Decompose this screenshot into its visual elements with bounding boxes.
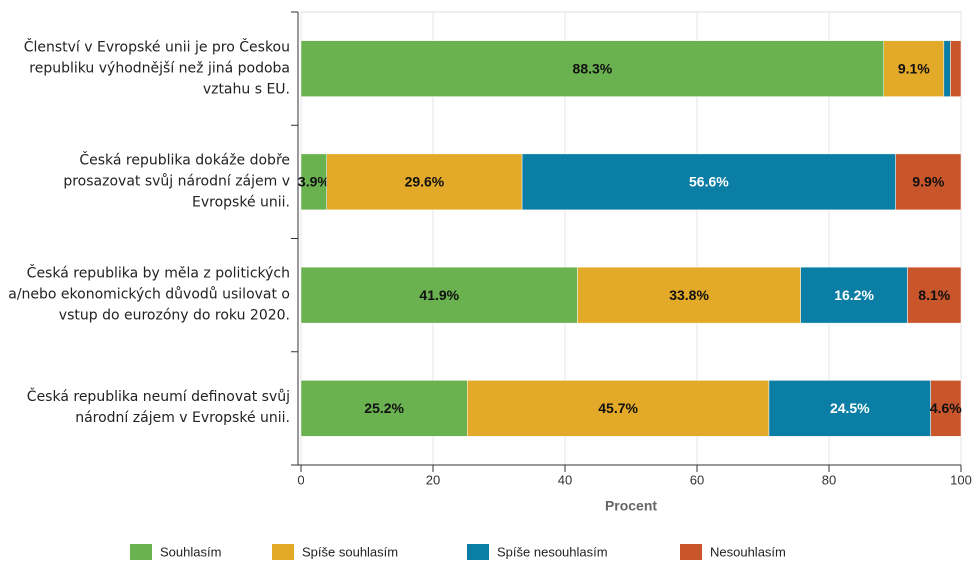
x-tick-label: 100 bbox=[950, 472, 972, 487]
bar-segment bbox=[895, 153, 962, 211]
bar-segment bbox=[930, 380, 962, 437]
legend-swatch bbox=[130, 544, 152, 560]
x-tick-label: 0 bbox=[297, 472, 304, 487]
bar-segment bbox=[467, 380, 770, 437]
legend-label: Souhlasím bbox=[160, 544, 221, 559]
data-label: 3.9% bbox=[298, 174, 330, 190]
data-label: 4.6% bbox=[930, 400, 962, 416]
data-label: 88.3% bbox=[573, 60, 613, 76]
category-label: Česká republika neumí definovat svůj nár… bbox=[26, 389, 290, 427]
bar-segment bbox=[300, 266, 578, 324]
legend-label: Spíše nesouhlasím bbox=[497, 544, 608, 559]
bar-segment bbox=[521, 153, 896, 211]
legend-swatch bbox=[680, 544, 702, 560]
category-label: Členství v Evropské unii je pro Českou r… bbox=[23, 39, 290, 98]
data-label: 56.6% bbox=[689, 174, 729, 190]
bar-segment bbox=[300, 153, 327, 211]
category-label: Česká republika dokáže dobře prosazovat … bbox=[63, 152, 290, 211]
bar-segment bbox=[300, 40, 885, 97]
x-tick-label: 40 bbox=[558, 472, 572, 487]
legend-swatch bbox=[272, 544, 294, 560]
bar-segment bbox=[800, 266, 908, 324]
bar-segment bbox=[943, 40, 951, 97]
x-tick-label: 80 bbox=[822, 472, 836, 487]
data-label: 16.2% bbox=[834, 287, 874, 303]
data-label: 33.8% bbox=[669, 287, 709, 303]
bar-segment bbox=[326, 153, 523, 211]
data-label: 41.9% bbox=[419, 287, 459, 303]
data-label: 24.5% bbox=[830, 400, 870, 416]
bar-segment bbox=[768, 380, 931, 437]
data-label: 9.1% bbox=[898, 60, 930, 76]
data-label: 45.7% bbox=[598, 400, 638, 416]
data-label: 25.2% bbox=[364, 400, 404, 416]
legend-label: Spíše souhlasím bbox=[302, 544, 398, 559]
bar-segment bbox=[883, 40, 945, 97]
x-axis-title: Procent bbox=[605, 498, 657, 514]
bar-segment bbox=[950, 40, 962, 97]
x-tick-label: 60 bbox=[690, 472, 704, 487]
bar-segment bbox=[577, 266, 801, 324]
data-label: 29.6% bbox=[405, 174, 445, 190]
legend-swatch bbox=[467, 544, 489, 560]
category-label: Česká republika by měla z politických a/… bbox=[8, 265, 290, 324]
bar-segment bbox=[907, 266, 962, 324]
data-label: 9.9% bbox=[912, 174, 944, 190]
x-tick-label: 20 bbox=[426, 472, 440, 487]
data-label: 8.1% bbox=[918, 287, 950, 303]
legend-label: Nesouhlasím bbox=[710, 544, 786, 559]
